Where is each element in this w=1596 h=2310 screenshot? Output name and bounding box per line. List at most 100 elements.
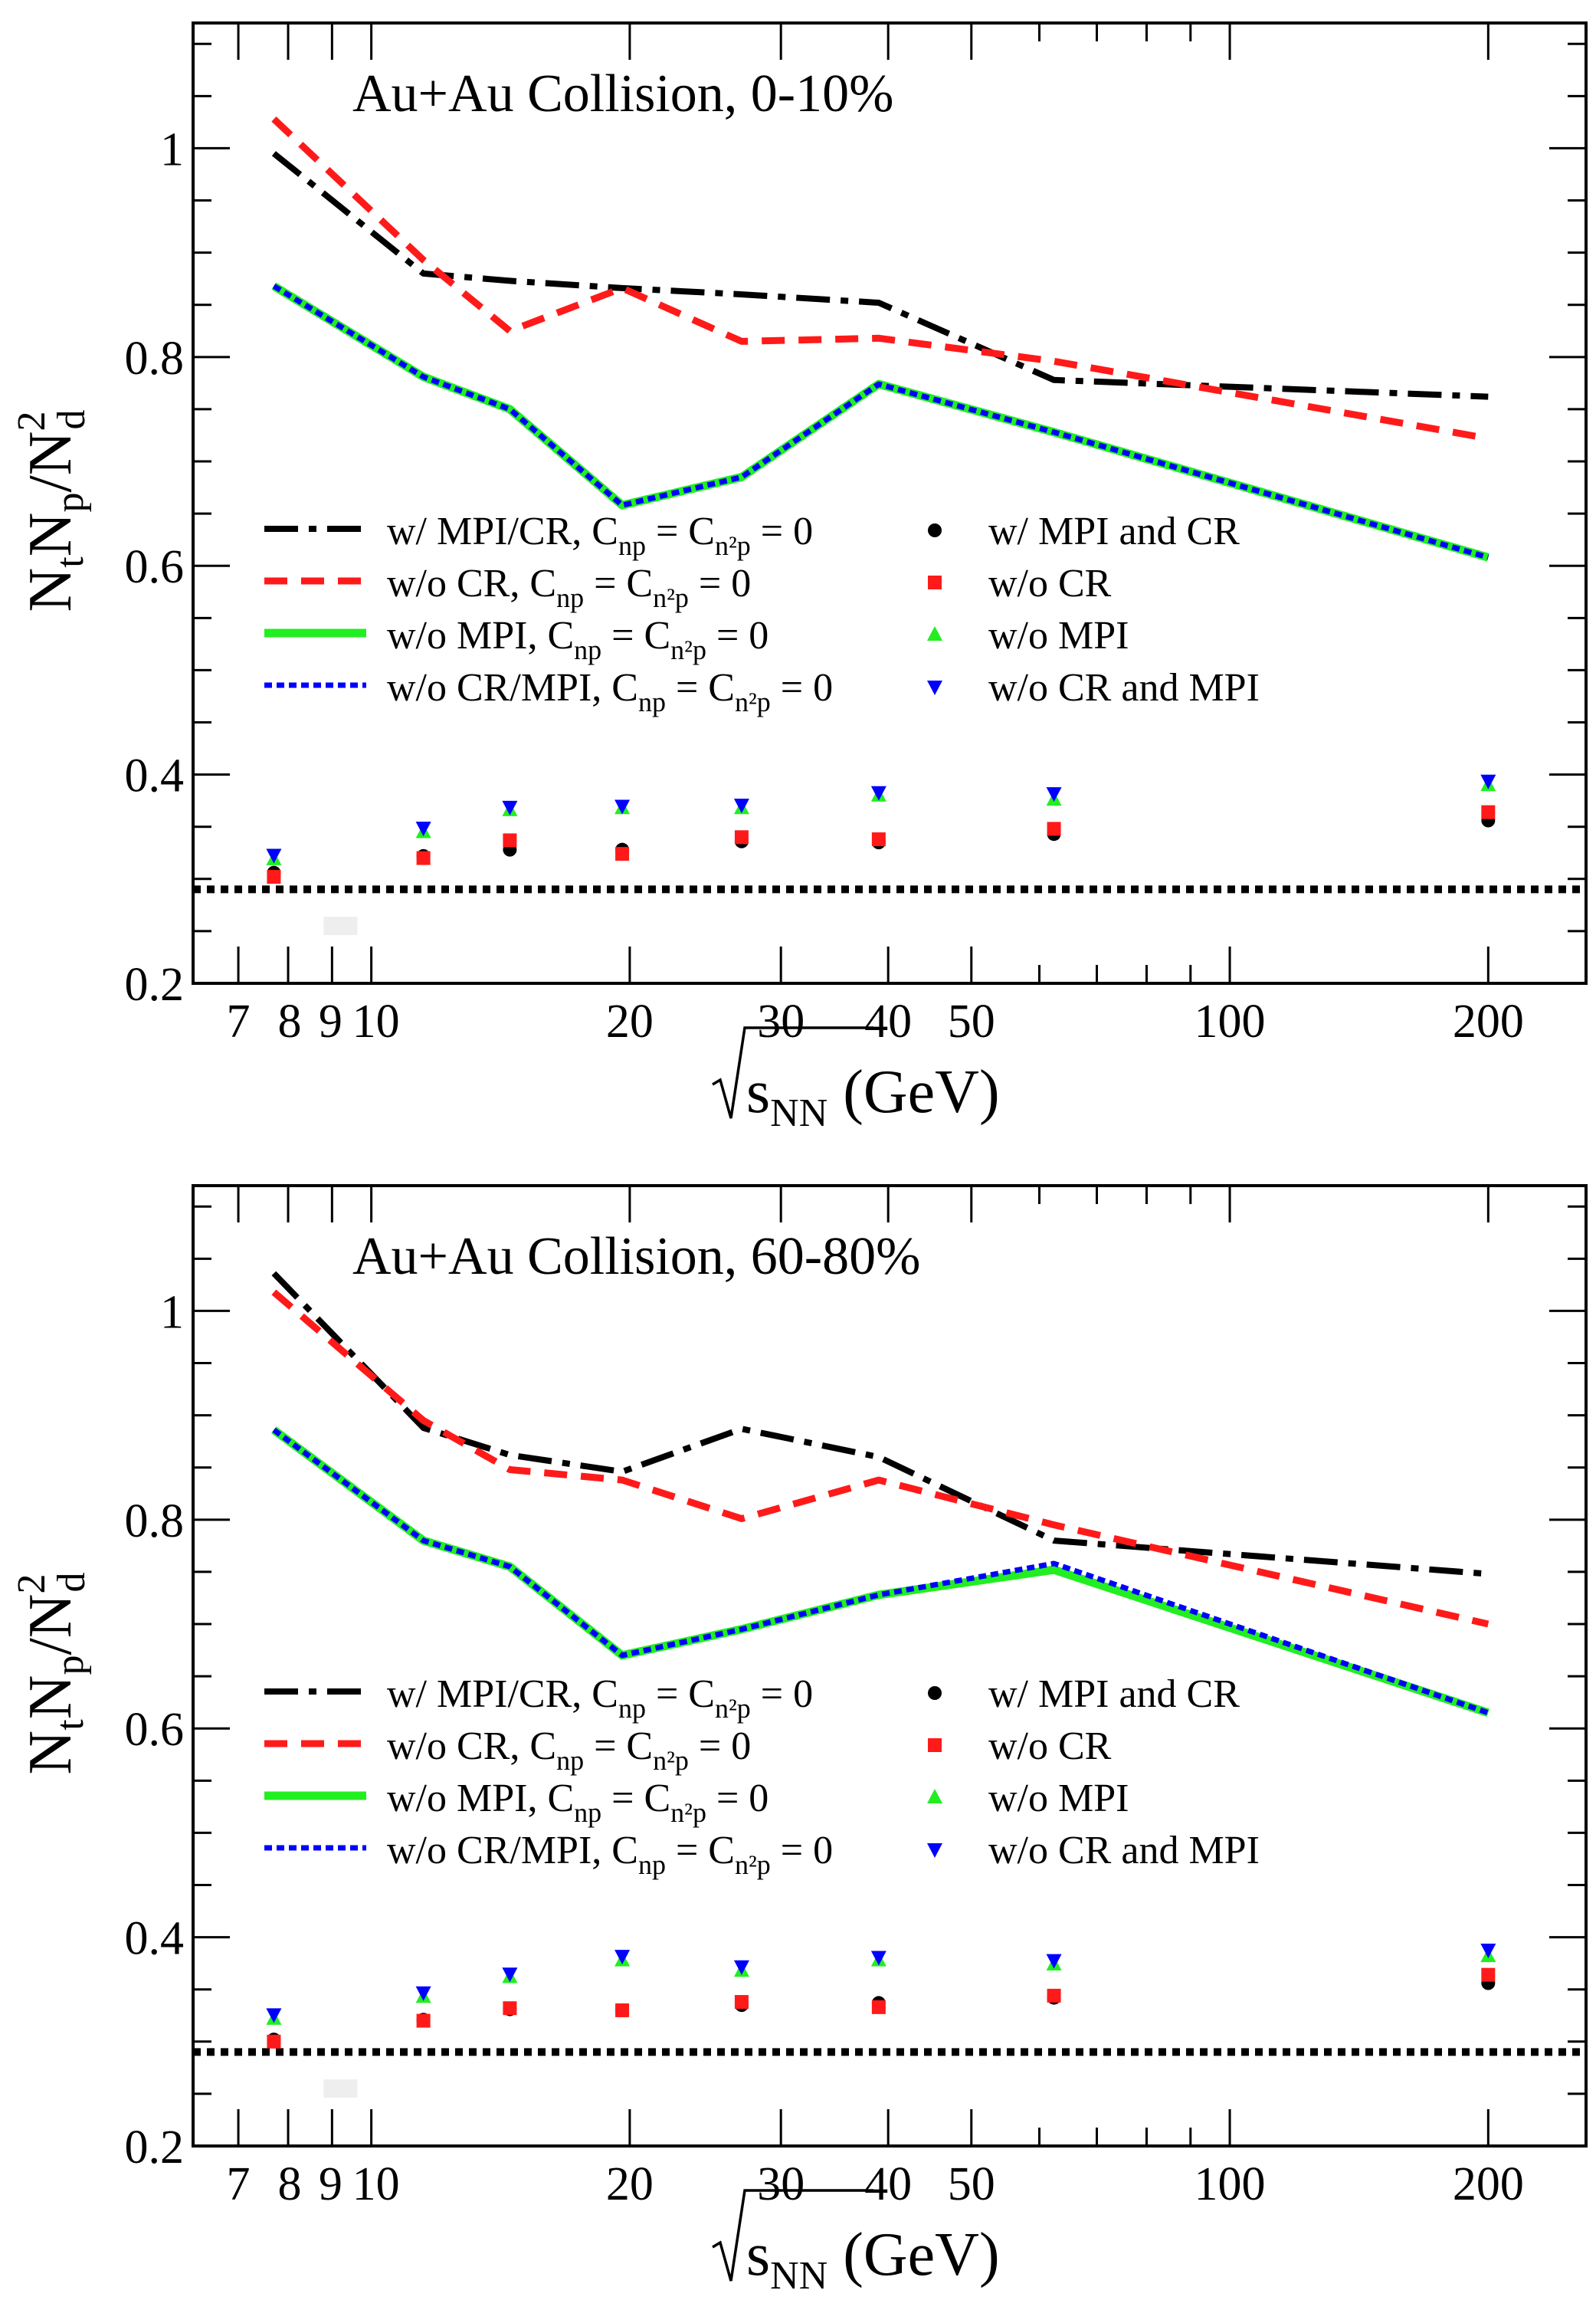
ylabel-sub-d: d (50, 1572, 93, 1592)
x-tick-label: 7 (227, 996, 251, 1048)
legend-text: w/ MPI/CR, C (387, 510, 618, 553)
xlabel-s: s (746, 2221, 770, 2289)
data-point-triangle-down (1046, 1954, 1062, 1969)
legend-text: w/o MPI, C (387, 1777, 574, 1820)
legend-text: w/o CR, C (387, 1724, 556, 1768)
legend: w/ MPI/CR, Cnp = Cn²p = 0w/o CR, Cnp = C… (264, 510, 1260, 717)
x-axis-label: sNN (GeV) (746, 1058, 1000, 1135)
ylabel-sub-t: t (48, 556, 92, 568)
x-tick-label: 7 (227, 2158, 251, 2210)
data-point-square (267, 2034, 281, 2049)
y-tick-label: 1 (160, 123, 184, 176)
series-line-0 (271, 151, 1489, 400)
data-point-square (503, 833, 517, 848)
legend-label: w/o MPI, Cnp = Cn²p = 0 (387, 614, 769, 665)
legend-text: = C (646, 1672, 715, 1716)
panel-bottom: 0.2 0.4 0.6 0.8 1 7 8 9 10 20 30 40 50 100 200 NtNp/N2d… (10, 1184, 1588, 2298)
legend-text: = 0 (689, 1724, 751, 1768)
legend-text: w/ MPI/CR, C (387, 1672, 618, 1716)
legend-sub: np (556, 1745, 584, 1776)
x-tick-label: 30 (757, 996, 805, 1048)
ylabel-slash-n: /N (17, 431, 84, 492)
series-line-3 (272, 1427, 1489, 1716)
series-line-2 (271, 1426, 1490, 1718)
series-line-1 (271, 1289, 1489, 1628)
ylabel-slash-n: /N (17, 1593, 84, 1655)
legend-text: w/o MPI, C (387, 614, 574, 658)
x-tick-label: 200 (1453, 2158, 1524, 2210)
x-tick-label: 9 (319, 996, 342, 1048)
legend-label: w/o CR/MPI, Cnp = Cn²p = 0 (387, 1829, 833, 1880)
legend-swatch-marker (927, 1789, 942, 1803)
legend-label: w/o MPI, Cnp = Cn²p = 0 (387, 1777, 769, 1828)
shaded-box (323, 917, 358, 936)
ylabel-n: N (17, 1731, 84, 1775)
legend-label: w/o CR and MPI (988, 666, 1260, 710)
legend-text: = C (584, 562, 653, 605)
legend-label: w/o CR (988, 1724, 1112, 1768)
y-tick-label: 0.6 (125, 1704, 185, 1756)
legend-text: w/o CR, C (387, 562, 556, 605)
legend-text: = 0 (706, 614, 769, 658)
data-point-square (734, 1995, 749, 2010)
series-line-1 (271, 116, 1489, 442)
legend-sub: n²p (735, 687, 771, 717)
data-point-triangle-down (614, 799, 631, 815)
legend: w/ MPI/CR, Cnp = Cn²p = 0w/o CR, Cnp = C… (264, 1672, 1260, 1880)
data-point-square (1481, 1967, 1496, 1982)
x-axis-label: sNN (GeV) (746, 2221, 1000, 2298)
y-tick-label: 0.8 (125, 333, 185, 385)
ylabel-sub-p: p (48, 1655, 92, 1675)
legend-text: = 0 (751, 1672, 813, 1716)
y-tick-label: 0.2 (125, 2121, 185, 2174)
ylabel-sub-d: d (50, 409, 93, 429)
panel-title: Au+Au Collision, 60-80% (352, 1227, 920, 1286)
legend-text: = C (601, 614, 670, 658)
xlabel-sub-nn: NN (770, 1091, 827, 1135)
legend-text: w/o CR/MPI, C (387, 666, 638, 710)
data-point-triangle-down (870, 786, 886, 801)
data-point-triangle-down (266, 2008, 282, 2023)
panel-top: 0.2 0.4 0.6 0.8 1 7 8 9 10 20 30 40 50 100 200 NtNp/N2d… (10, 21, 1588, 1135)
x-tick-label: 100 (1195, 2158, 1266, 2210)
x-tick-label: 10 (352, 2158, 400, 2210)
data-point-square (871, 2000, 886, 2014)
data-point-triangle-down (502, 1967, 518, 1983)
data-point-triangle-down (733, 1960, 749, 1975)
legend-swatch-marker (927, 1843, 942, 1858)
legend-label: w/ MPI and CR (988, 1672, 1240, 1716)
shaded-box (323, 2079, 358, 2098)
y-tick-label: 0.2 (125, 959, 185, 1011)
ylabel-sub-p: p (48, 492, 92, 512)
y-tick-label: 0.8 (125, 1495, 185, 1547)
legend-sub: np (574, 1797, 601, 1828)
ylabel-sup-2: 2 (10, 411, 54, 431)
x-tick-label: 200 (1453, 996, 1524, 1048)
x-tick-label: 40 (864, 996, 912, 1048)
legend-sub: np (574, 635, 601, 665)
legend-label: w/ MPI and CR (988, 510, 1240, 553)
legend-sub: np (638, 1849, 666, 1880)
data-point-triangle-down (1046, 787, 1062, 802)
data-point-square (734, 830, 749, 845)
legend-label: w/o CR, Cnp = Cn²p = 0 (387, 1724, 751, 1776)
legend-text: = 0 (689, 562, 751, 605)
legend-label: w/ MPI/CR, Cnp = Cn²p = 0 (387, 510, 813, 561)
legend-label: w/o MPI (988, 614, 1129, 658)
y-axis-label: NtNp/N2d (10, 409, 93, 612)
legend-swatch-marker (928, 1686, 942, 1700)
legend-text: = 0 (771, 1829, 833, 1872)
legend-label: w/o CR, Cnp = Cn²p = 0 (387, 562, 751, 613)
data-point-square (615, 2003, 630, 2017)
ylabel-sub-t: t (48, 1719, 92, 1731)
legend-swatch-marker (928, 1738, 942, 1752)
ylabel-sup-2: 2 (10, 1573, 54, 1593)
y-tick-label: 0.6 (125, 541, 185, 593)
legend-sub: n²p (735, 1849, 771, 1880)
series-line-3 (272, 284, 1489, 560)
legend-sub: n²p (670, 635, 706, 665)
x-tick-label: 8 (278, 996, 302, 1048)
data-point-triangle-down (1480, 1943, 1496, 1958)
data-point-square (416, 2013, 431, 2028)
